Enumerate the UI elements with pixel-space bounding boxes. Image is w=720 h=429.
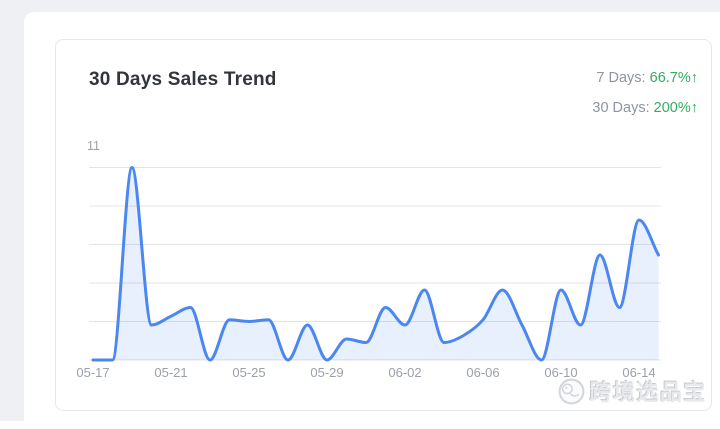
sales-trend-chart — [89, 166, 661, 362]
trend-up-arrow-icon: ↑ — [690, 100, 698, 116]
stat-label: 7 Days: — [596, 70, 646, 86]
y-axis-max-label: 11 — [87, 139, 100, 153]
stat-value: 66.7% — [649, 70, 691, 86]
x-tick-label: 05-25 — [232, 365, 266, 380]
sales-trend-card: 30 Days Sales Trend 7 Days: 66.7%↑ 30 Da… — [55, 39, 712, 411]
stat-7-days: 7 Days: 66.7%↑ — [592, 63, 698, 93]
stat-value: 200% — [653, 100, 691, 116]
stat-30-days: 30 Days: 200%↑ — [592, 93, 698, 123]
x-tick-label: 05-17 — [76, 365, 110, 380]
stat-label: 30 Days: — [592, 100, 650, 116]
bottom-strip — [0, 421, 720, 429]
x-tick-label: 05-29 — [310, 365, 344, 380]
card-title: 30 Days Sales Trend — [89, 69, 277, 90]
x-tick-label: 06-06 — [466, 365, 500, 380]
x-tick-label: 06-02 — [388, 365, 422, 380]
watermark: 跨境选品宝 — [557, 375, 707, 407]
content-panel: 30 Days Sales Trend 7 Days: 66.7%↑ 30 Da… — [24, 12, 720, 421]
trend-line — [91, 166, 660, 362]
brand-mascot-icon — [559, 378, 585, 404]
watermark-text: 跨境选品宝 — [589, 380, 707, 405]
trend-up-arrow-icon: ↑ — [690, 70, 698, 86]
trend-stats: 7 Days: 66.7%↑ 30 Days: 200%↑ — [592, 63, 698, 123]
x-tick-label: 05-21 — [154, 365, 188, 380]
trend-area-fill — [93, 167, 659, 360]
